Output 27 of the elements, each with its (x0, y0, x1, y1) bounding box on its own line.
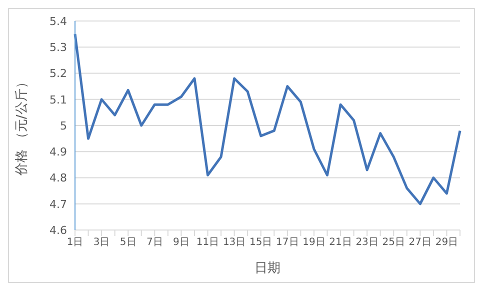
line-series (74, 32, 462, 206)
y-tick-label: 4.8 (50, 172, 67, 185)
y-tick-label: 5.4 (50, 14, 67, 28)
y-tick-label: 5.1 (50, 93, 67, 106)
x-tick-label: 11日 (196, 237, 220, 248)
y-tick-label: 5 (60, 119, 67, 132)
x-tick-label: 29日 (435, 237, 458, 248)
y-tick-label: 5.3 (50, 41, 67, 54)
x-tick-label: 3日 (93, 237, 110, 248)
y-axis-title: 价格 （元/公斤） (14, 76, 30, 176)
x-tick-label: 5日 (120, 237, 136, 248)
x-tick-label: 17日 (276, 237, 299, 248)
y-tick-label: 5.2 (50, 67, 67, 80)
x-tick-label: 7日 (146, 237, 163, 248)
x-tick-label: 13日 (222, 237, 246, 248)
y-tick-label: 4.9 (50, 146, 67, 159)
x-tick-label: 19日 (302, 237, 326, 248)
x-tick-label: 9日 (173, 237, 190, 248)
x-tick-label: 23日 (356, 237, 378, 248)
y-tick-label: 4.7 (50, 198, 67, 211)
x-tick-label: 25日 (382, 237, 405, 248)
x-axis-title: 日期 (254, 261, 280, 276)
y-tick-label: 4.6 (50, 224, 67, 237)
x-tick-label: 1日 (66, 237, 84, 248)
x-tick-label: 27日 (408, 237, 432, 248)
x-tick-label: 21日 (329, 237, 352, 248)
x-tick-label: 15日 (249, 237, 272, 248)
